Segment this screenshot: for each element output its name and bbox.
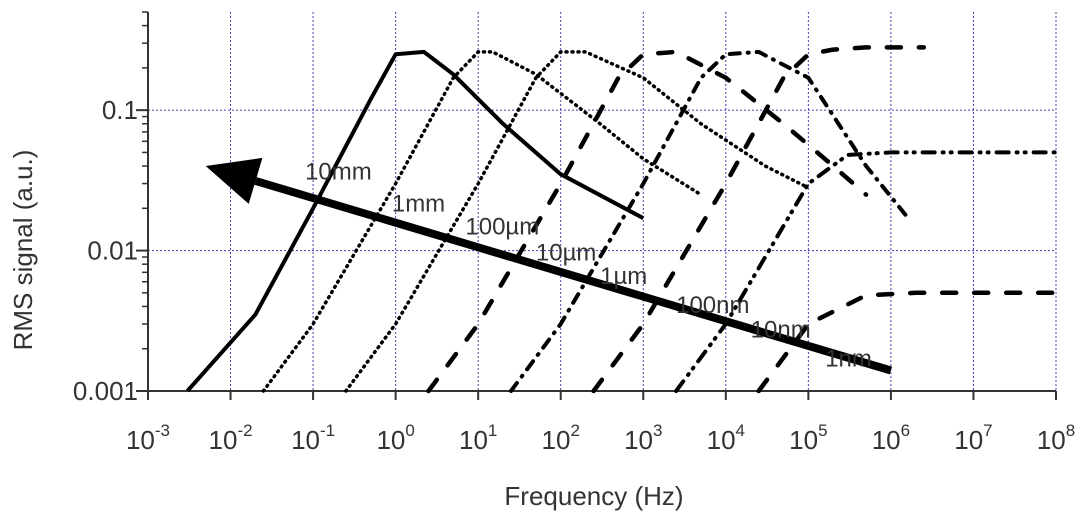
axes: [136, 11, 1057, 400]
annotation-label: 10nm: [751, 317, 811, 344]
x-tick-label: 108: [1037, 421, 1075, 455]
annotation-label: 1mm: [392, 190, 445, 217]
y-tick-label: 0.01: [87, 236, 138, 266]
x-tick-label: 100: [376, 421, 414, 455]
series-line-10mm: [185, 49, 645, 393]
series-line-10m: [426, 49, 869, 394]
annotation-label: 1µm: [600, 263, 647, 290]
annotation-label: 1nm: [825, 345, 872, 372]
x-tick-label: 101: [459, 421, 497, 455]
x-axis-title: Frequency (Hz): [504, 481, 683, 511]
y-tick-label: 0.1: [102, 95, 138, 125]
x-tick-label: 102: [542, 421, 580, 455]
grid: [148, 12, 1057, 391]
y-axis-title: RMS signal (a.u.): [8, 150, 38, 351]
y-tick-label: 0.001: [73, 376, 138, 406]
series-group: [185, 45, 1059, 394]
x-tick-label: 10-1: [291, 421, 335, 455]
series-line-100m: [344, 50, 811, 393]
arrow-head: [205, 157, 263, 204]
x-tick-label: 10-3: [126, 421, 170, 455]
annotation-label: 10mm: [305, 159, 372, 186]
series-line-1mm: [261, 50, 703, 393]
annotation-label: 10µm: [536, 239, 597, 266]
x-tick-label: 105: [789, 421, 827, 455]
annotation-label: 100nm: [676, 292, 749, 319]
arrow-shaft: [254, 177, 893, 375]
x-tick-label: 107: [954, 421, 992, 455]
x-tick-label: 103: [624, 421, 662, 455]
annotation-label: 100µm: [465, 214, 539, 241]
x-tick-label: 106: [872, 421, 910, 455]
x-tick-label: 10-2: [209, 421, 253, 455]
tick-labels: 10-3 10-2 10-1 100 101 102 103 104 105 106 107 108 0…: [73, 95, 1075, 455]
x-tick-label: 104: [707, 421, 745, 455]
